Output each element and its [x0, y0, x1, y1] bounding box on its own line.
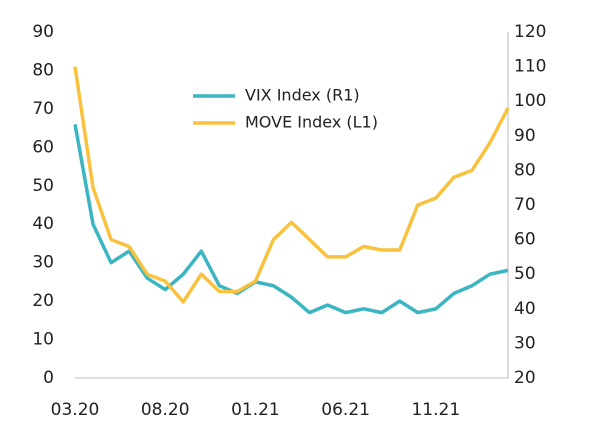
y2-tick-label: 50 [514, 264, 536, 284]
x-tick-label: 11.21 [411, 400, 460, 420]
y-tick-label: 20 [32, 291, 54, 311]
x-tick-label: 08.20 [141, 400, 190, 420]
y-tick-label: 50 [32, 176, 54, 196]
y-tick-label: 90 [32, 22, 54, 42]
y-tick-label: 80 [32, 60, 54, 80]
legend: VIX Index (R1) MOVE Index (L1) [193, 86, 378, 132]
y2-tick-label: 90 [514, 126, 536, 146]
series-line [73, 123, 509, 315]
y-tick-label: 10 [32, 330, 54, 350]
y-tick-label: 70 [32, 99, 54, 119]
y2-tick-label: 70 [514, 195, 536, 215]
legend-label: VIX Index (R1) [245, 86, 360, 105]
x-tick-label: 01.21 [231, 400, 280, 420]
y-tick-label: 30 [32, 253, 54, 273]
y-tick-label: 60 [32, 137, 54, 157]
y2-tick-label: 60 [514, 230, 536, 250]
y2-tick-label: 30 [514, 333, 536, 353]
y2-tick-label: 100 [514, 91, 546, 111]
y-tick-label: 40 [32, 214, 54, 234]
y2-tick-label: 40 [514, 299, 536, 319]
y2-tick-label: 20 [514, 368, 536, 388]
x-tick-label: 03.20 [51, 400, 100, 420]
y-tick-label: 0 [43, 368, 54, 388]
x-tick-label: 06.21 [321, 400, 370, 420]
y2-tick-label: 120 [514, 22, 546, 42]
y2-tick-label: 110 [514, 57, 546, 77]
legend-label: MOVE Index (L1) [245, 113, 378, 132]
y2-tick-label: 80 [514, 160, 536, 180]
series-line [73, 66, 510, 304]
